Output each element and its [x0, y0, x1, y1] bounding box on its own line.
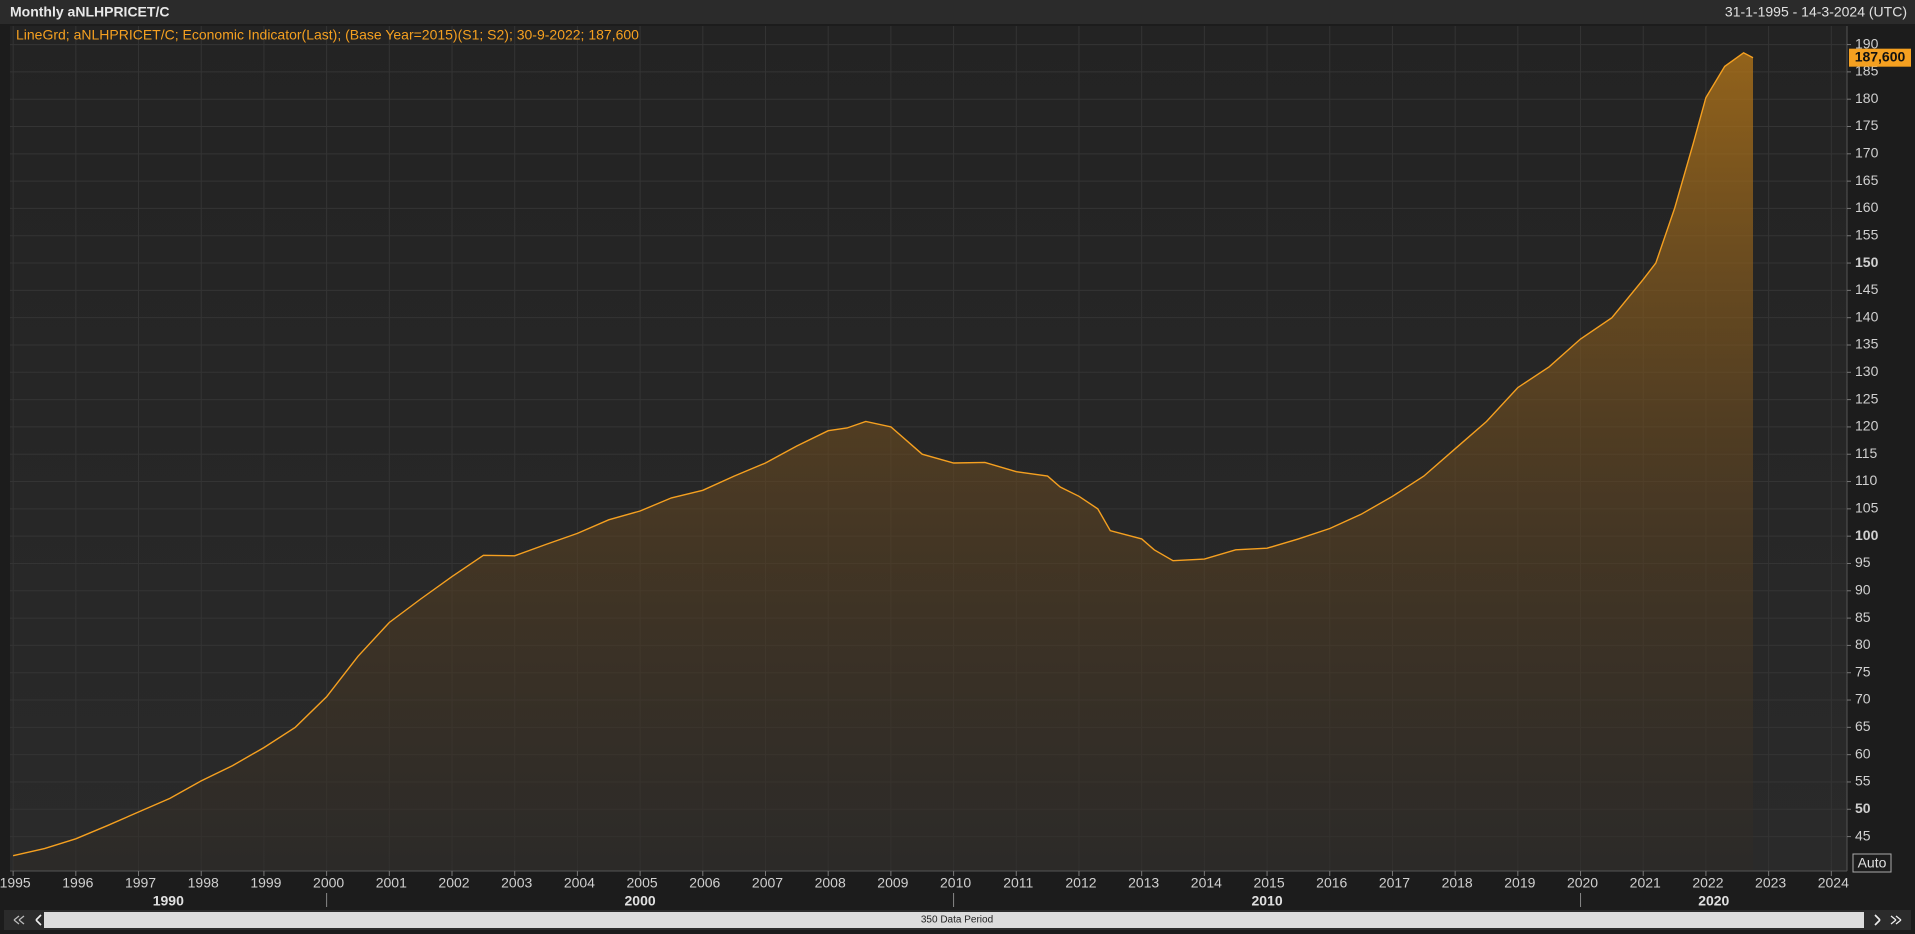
x-tick-label: 2000 — [313, 875, 344, 891]
x-tick-label: 2017 — [1379, 875, 1410, 891]
x-tick-label: 2009 — [877, 875, 908, 891]
y-tick-label: 110 — [1855, 472, 1878, 488]
last-value-label: 187,600 — [1855, 48, 1906, 64]
x-tick-label: 2007 — [752, 875, 783, 891]
y-tick-label: 130 — [1855, 363, 1879, 379]
x-tick-label: 1995 — [0, 875, 31, 891]
x-tick-label: 2015 — [1253, 875, 1284, 891]
header-bar — [0, 0, 1915, 24]
x-tick-label: 2016 — [1316, 875, 1347, 891]
axes: 45 50 55 60 65 70 75 80 85 90 95 100 105 110 115 120 125… — [0, 35, 1911, 909]
y-tick-label: 100 — [1855, 527, 1879, 543]
y-tick-label: 150 — [1855, 254, 1879, 270]
y-tick-label: 75 — [1855, 663, 1871, 679]
x-tick-label: 2002 — [438, 875, 469, 891]
scroll-first[interactable] — [13, 915, 25, 925]
y-tick-label: 60 — [1855, 745, 1871, 761]
x-tick-label: 2024 — [1818, 875, 1849, 891]
x-tick-label: 1998 — [188, 875, 219, 891]
y-tick-label: 145 — [1855, 281, 1879, 297]
x-tick-label: 2020 — [1567, 875, 1598, 891]
y-tick-label: 140 — [1855, 308, 1879, 324]
x-tick-label: 2014 — [1191, 875, 1222, 891]
period-label: 350 Data Period — [921, 915, 993, 926]
x-tick-label: 2011 — [1003, 875, 1033, 891]
x-tick-label: 2003 — [501, 875, 532, 891]
last-value-badge — [1849, 48, 1911, 67]
x-tick-label: 2022 — [1692, 875, 1723, 891]
x-tick-label: 1999 — [250, 875, 281, 891]
x-tick-label: 2019 — [1504, 875, 1535, 891]
y-tick-label: 180 — [1855, 90, 1879, 106]
x-tick-label: 2008 — [815, 875, 846, 891]
x-tick-label: 2013 — [1128, 875, 1159, 891]
plot — [12, 51, 1754, 872]
y-tick-label: 125 — [1855, 390, 1879, 406]
y-tick-label: 160 — [1855, 199, 1879, 215]
scrollbar-thumb[interactable] — [44, 912, 1864, 928]
x-tick-label: 2012 — [1065, 875, 1096, 891]
x-tick-label: 2006 — [689, 875, 720, 891]
y-tick-label: 50 — [1855, 800, 1871, 816]
y-tick-label: 45 — [1855, 827, 1871, 843]
decade-label: 2010 — [1251, 893, 1282, 909]
x-tick-label: 2021 — [1630, 875, 1661, 891]
x-tick-label: 2005 — [627, 875, 658, 891]
y-tick-label: 170 — [1855, 145, 1879, 161]
decade-label: 2000 — [625, 893, 656, 909]
auto-label: Auto — [1858, 855, 1887, 871]
x-tick-label: 2023 — [1755, 875, 1786, 891]
decade-label: 2020 — [1698, 893, 1729, 909]
y-tick-label: 190 — [1855, 35, 1879, 51]
y-tick-label: 165 — [1855, 172, 1879, 188]
y-tick-label: 115 — [1855, 445, 1878, 461]
y-tick-label: 155 — [1855, 226, 1879, 242]
x-tick-label: 2018 — [1442, 875, 1473, 891]
y-tick-label: 105 — [1855, 500, 1879, 516]
decade-label: 1990 — [153, 893, 184, 909]
auto-button[interactable] — [1852, 853, 1892, 873]
y-tick-label: 80 — [1855, 636, 1871, 652]
scroll-last[interactable] — [1890, 915, 1902, 925]
area — [13, 52, 1754, 872]
x-tick-label: 2010 — [940, 875, 971, 891]
scroll-prev[interactable] — [35, 914, 42, 926]
line — [12, 51, 1754, 857]
scroll-next[interactable] — [1874, 914, 1881, 926]
x-tick-label: 2001 — [376, 875, 407, 891]
chart-title: Monthly aNLHPRICET/C — [10, 4, 169, 20]
y-tick-label: 95 — [1855, 554, 1871, 570]
y-tick-label: 175 — [1855, 117, 1879, 133]
date-range: 31-1-1995 - 14-3-2024 (UTC) — [1725, 4, 1907, 20]
y-tick-label: 90 — [1855, 581, 1871, 597]
x-tick-label: 1996 — [62, 875, 93, 891]
y-tick-label: 85 — [1855, 609, 1871, 625]
y-tick-label: 55 — [1855, 773, 1871, 789]
y-tick-label: 120 — [1855, 418, 1879, 434]
y-tick-label: 135 — [1855, 336, 1879, 352]
legend-entry: LineGrd; aNLHPRICET/C; Economic Indicato… — [16, 27, 639, 43]
x-tick-label: 2004 — [564, 875, 595, 891]
y-tick-label: 70 — [1855, 691, 1871, 707]
y-tick-label: 65 — [1855, 718, 1871, 734]
x-tick-label: 1997 — [125, 875, 156, 891]
